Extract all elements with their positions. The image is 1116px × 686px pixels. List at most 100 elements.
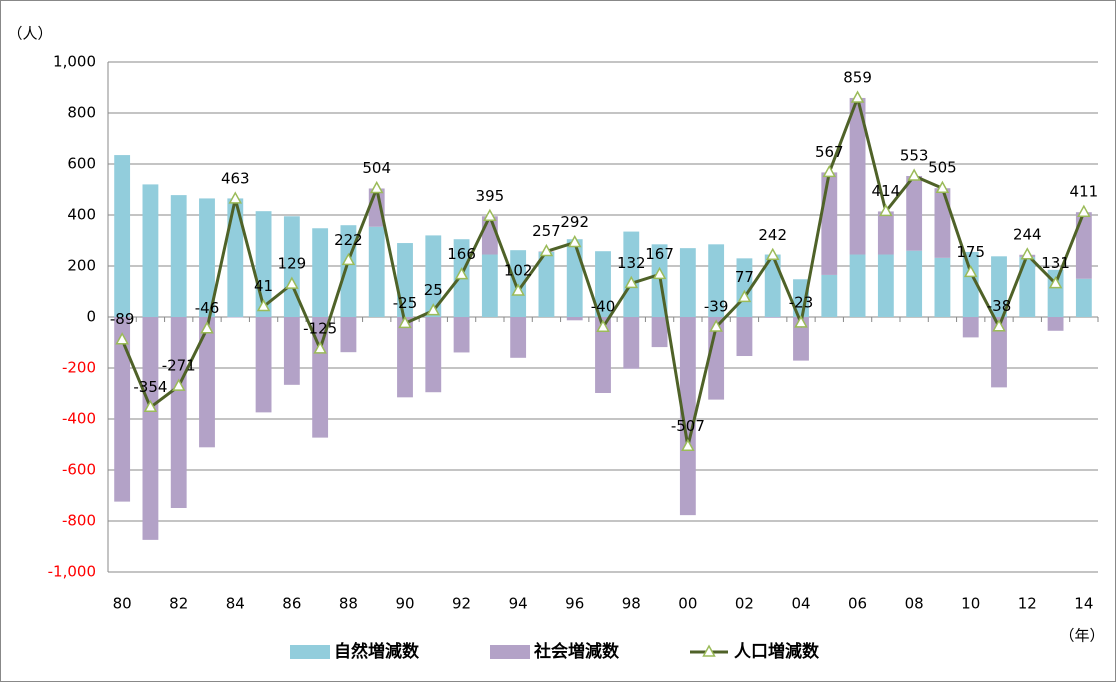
data-label: 567	[815, 143, 844, 161]
bar	[821, 172, 838, 275]
bar	[906, 250, 923, 317]
bar	[623, 317, 640, 369]
data-label: 175	[956, 243, 985, 261]
marker	[822, 164, 837, 178]
x-tick-label: 84	[226, 595, 245, 613]
legend-swatch	[490, 645, 530, 659]
data-label: -507	[671, 417, 705, 435]
bar	[199, 317, 215, 448]
bar	[566, 239, 583, 317]
bar	[170, 195, 187, 317]
bar	[142, 184, 159, 317]
data-label: 395	[476, 187, 505, 205]
bar	[425, 235, 442, 317]
y-tick-label: -400	[62, 410, 96, 428]
bar	[397, 317, 413, 398]
x-tick-label: 98	[622, 595, 641, 613]
bar	[368, 226, 385, 317]
x-tick-label: 02	[735, 595, 754, 613]
bar	[991, 317, 1007, 388]
data-label: 166	[447, 245, 476, 263]
data-label: 257	[532, 222, 561, 240]
legend-swatch	[290, 645, 330, 659]
data-label: 463	[221, 169, 250, 187]
marker	[879, 203, 893, 217]
marker	[539, 243, 554, 257]
bar	[906, 175, 923, 251]
data-label: 414	[872, 182, 901, 200]
marker	[426, 303, 441, 316]
bar	[736, 317, 753, 357]
x-tick-label: 04	[791, 595, 810, 613]
marker	[398, 315, 412, 329]
marker	[596, 319, 610, 332]
x-tick-label: 94	[509, 595, 528, 613]
data-label: 77	[735, 268, 754, 286]
bar	[595, 317, 611, 393]
bar	[934, 188, 951, 258]
bar	[1075, 278, 1092, 317]
data-label: -125	[303, 319, 337, 337]
data-label: -25	[393, 294, 418, 312]
bar	[764, 317, 781, 318]
marker	[1077, 204, 1091, 217]
marker	[963, 264, 978, 278]
data-label: 167	[645, 245, 674, 263]
marker	[1048, 276, 1063, 289]
data-label: 132	[617, 254, 646, 272]
marker	[369, 180, 384, 194]
bar	[962, 251, 979, 317]
x-tick-label: 86	[282, 595, 301, 613]
y-tick-label: 600	[67, 155, 96, 173]
data-label: -39	[704, 297, 729, 315]
bar	[595, 251, 611, 317]
data-label: 25	[424, 281, 443, 299]
data-label: 411	[1070, 183, 1099, 201]
y-tick-label: -200	[62, 359, 96, 377]
y-tick-label: 800	[67, 104, 96, 122]
marker	[341, 252, 356, 266]
bar	[481, 254, 498, 317]
x-tick-label: 12	[1018, 595, 1037, 613]
bar	[877, 254, 894, 317]
x-tick-label: 10	[961, 595, 980, 613]
data-label: 41	[254, 277, 273, 295]
y-tick-label: 0	[86, 308, 96, 326]
marker	[907, 168, 921, 181]
data-label: -46	[195, 299, 220, 317]
bar	[877, 211, 894, 255]
bar	[821, 274, 838, 317]
marker	[992, 319, 1006, 332]
bar	[623, 231, 640, 317]
bar	[142, 317, 159, 540]
marker	[171, 378, 186, 391]
x-tick-label: 88	[339, 595, 358, 613]
y-tick-label: -600	[62, 461, 96, 479]
marker	[511, 283, 525, 296]
bar	[679, 248, 696, 317]
data-label: 553	[900, 146, 929, 164]
bar	[312, 317, 329, 438]
bar	[510, 317, 527, 358]
bar	[170, 317, 187, 508]
bar	[651, 317, 668, 348]
bar	[991, 256, 1007, 317]
data-label: 292	[560, 213, 589, 231]
data-label: -271	[162, 357, 196, 375]
data-label: 244	[1013, 225, 1042, 243]
bar	[255, 317, 272, 413]
marker	[143, 399, 158, 413]
bar	[227, 198, 244, 317]
marker	[765, 247, 780, 261]
data-label: 242	[758, 226, 787, 244]
bar	[114, 317, 131, 502]
data-label: -354	[133, 378, 167, 396]
bar	[340, 317, 357, 353]
bar	[312, 228, 329, 317]
data-label: -38	[987, 297, 1012, 315]
bar	[793, 317, 809, 361]
marker	[256, 298, 271, 312]
bar	[934, 257, 951, 317]
marker	[794, 315, 808, 328]
bar	[962, 317, 979, 338]
